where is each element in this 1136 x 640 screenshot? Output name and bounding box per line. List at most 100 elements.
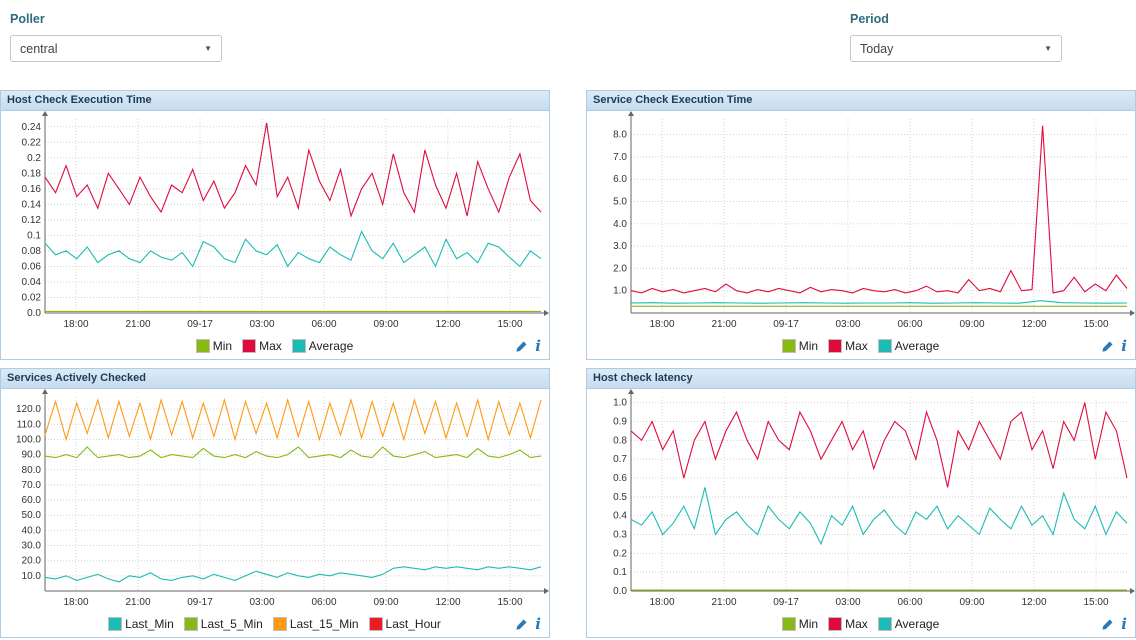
svg-text:09-17: 09-17 — [773, 597, 799, 608]
svg-text:09:00: 09:00 — [959, 597, 984, 608]
edit-pencil-icon[interactable] — [515, 340, 528, 353]
svg-text:30.0: 30.0 — [22, 541, 42, 552]
chart-title: Service Check Execution Time — [587, 91, 1135, 111]
svg-text:20.0: 20.0 — [22, 556, 42, 567]
svg-text:12:00: 12:00 — [1021, 319, 1046, 330]
svg-text:0.14: 0.14 — [22, 199, 42, 210]
legend-swatch — [291, 339, 306, 353]
legend-swatch — [781, 617, 796, 631]
legend-swatch — [368, 617, 383, 631]
legend-swatch — [877, 339, 892, 353]
legend-item-last_5_min: Last_5_Min — [183, 617, 263, 631]
legend-item-average: Average — [291, 339, 354, 353]
period-filter: Period Today ▼ — [850, 12, 1062, 62]
svg-text:0.3: 0.3 — [613, 529, 627, 540]
info-icon[interactable]: i — [1121, 336, 1127, 355]
edit-pencil-icon[interactable] — [515, 618, 528, 631]
legend-swatch — [183, 617, 198, 631]
svg-text:8.0: 8.0 — [613, 130, 627, 141]
chart-service-check-execution-time[interactable]: 1.0 2.0 3.0 4.0 5.0 6.0 7.0 8.0 18:00 21:00 09-17 0… — [587, 111, 1135, 333]
edit-pencil-icon[interactable] — [1101, 340, 1114, 353]
chart-actions: i — [515, 611, 541, 637]
legend-swatch — [272, 617, 287, 631]
chart-host-check-latency[interactable]: 0.0 0.1 0.2 0.3 0.4 0.5 0.6 0.7 0.8 0.9 1.0 18:00 21… — [587, 389, 1135, 611]
svg-text:0.8: 0.8 — [613, 435, 627, 446]
legend-item-max: Max — [828, 617, 868, 631]
period-select[interactable]: Today ▼ — [850, 35, 1062, 62]
svg-text:0.12: 0.12 — [22, 215, 42, 226]
svg-text:06:00: 06:00 — [897, 319, 922, 330]
info-icon[interactable]: i — [535, 614, 541, 633]
svg-text:80.0: 80.0 — [22, 465, 42, 476]
legend-item-max: Max — [242, 339, 282, 353]
svg-text:0.02: 0.02 — [22, 292, 42, 303]
chart-panel-services-actively-checked: Services Actively Checked 10.0 20.0 30.0 40… — [0, 368, 550, 638]
legend-item-average: Average — [877, 617, 939, 631]
legend-swatch — [242, 339, 257, 353]
svg-text:09-17: 09-17 — [187, 597, 213, 608]
svg-text:09:00: 09:00 — [959, 319, 984, 330]
legend-label: Average — [894, 339, 940, 353]
svg-text:06:00: 06:00 — [311, 597, 336, 608]
charts-grid: Host Check Execution Time 0.0 0.02 0.04 0.0… — [0, 88, 1136, 638]
svg-text:12:00: 12:00 — [435, 319, 460, 330]
svg-text:15:00: 15:00 — [1083, 319, 1108, 330]
chart-services-actively-checked[interactable]: 10.0 20.0 30.0 40.0 50.0 60.0 70.0 80.0 90.0 100.… — [1, 389, 549, 611]
chart-legend: Last_Min Last_5_Min Last_15_Min Last_Hour — [108, 617, 441, 631]
legend-label: Min — [798, 617, 819, 631]
svg-text:4.0: 4.0 — [613, 219, 627, 230]
edit-pencil-icon[interactable] — [1101, 618, 1114, 631]
chart-title: Host check latency — [587, 369, 1135, 389]
legend-swatch — [828, 339, 843, 353]
svg-text:03:00: 03:00 — [249, 597, 274, 608]
chart-footer: Last_Min Last_5_Min Last_15_Min Last_Hour i — [1, 611, 549, 637]
svg-text:03:00: 03:00 — [249, 319, 274, 330]
svg-text:0.2: 0.2 — [27, 153, 41, 164]
legend-label: Last_Min — [125, 617, 174, 631]
svg-text:09:00: 09:00 — [373, 319, 398, 330]
chevron-down-icon: ▼ — [204, 44, 212, 53]
svg-text:21:00: 21:00 — [125, 597, 150, 608]
svg-text:15:00: 15:00 — [497, 597, 522, 608]
svg-text:03:00: 03:00 — [835, 319, 860, 330]
poller-select[interactable]: central ▼ — [10, 35, 222, 62]
svg-text:60.0: 60.0 — [22, 495, 42, 506]
svg-text:0.5: 0.5 — [613, 492, 627, 503]
svg-text:10.0: 10.0 — [22, 571, 42, 582]
poller-label: Poller — [10, 12, 45, 26]
chart-legend: Min Max Average — [781, 339, 940, 353]
legend-swatch — [108, 617, 123, 631]
legend-label: Average — [308, 339, 354, 353]
chart-footer: Min Max Average i — [587, 611, 1135, 637]
legend-label: Min — [798, 339, 819, 353]
svg-text:120.0: 120.0 — [16, 404, 41, 415]
svg-text:09-17: 09-17 — [773, 319, 799, 330]
chart-legend: Min Max Average — [781, 617, 939, 631]
svg-text:100.0: 100.0 — [16, 434, 41, 445]
svg-text:0.0: 0.0 — [613, 586, 627, 597]
svg-text:0.18: 0.18 — [22, 168, 42, 179]
svg-text:0.9: 0.9 — [613, 416, 627, 427]
info-icon[interactable]: i — [1121, 614, 1127, 633]
legend-item-max: Max — [828, 339, 868, 353]
info-icon[interactable]: i — [535, 336, 541, 355]
svg-text:0.4: 0.4 — [613, 511, 627, 522]
svg-text:0.24: 0.24 — [22, 122, 42, 133]
chart-panel-host-check-execution-time: Host Check Execution Time 0.0 0.02 0.04 0.0… — [0, 90, 550, 360]
svg-text:50.0: 50.0 — [22, 510, 42, 521]
svg-text:21:00: 21:00 — [711, 597, 736, 608]
chevron-down-icon: ▼ — [1044, 44, 1052, 53]
legend-label: Max — [259, 339, 282, 353]
legend-label: Last_15_Min — [289, 617, 359, 631]
svg-text:0.16: 0.16 — [22, 184, 42, 195]
svg-text:06:00: 06:00 — [897, 597, 922, 608]
svg-text:21:00: 21:00 — [125, 319, 150, 330]
svg-text:7.0: 7.0 — [613, 152, 627, 163]
legend-item-min: Min — [195, 339, 232, 353]
chart-actions: i — [515, 333, 541, 359]
svg-text:15:00: 15:00 — [497, 319, 522, 330]
svg-text:0.04: 0.04 — [22, 277, 42, 288]
svg-text:12:00: 12:00 — [1021, 597, 1046, 608]
chart-host-check-execution-time[interactable]: 0.0 0.02 0.04 0.06 0.08 0.1 0.12 0.14 0.16 0.18 0.… — [1, 111, 549, 333]
